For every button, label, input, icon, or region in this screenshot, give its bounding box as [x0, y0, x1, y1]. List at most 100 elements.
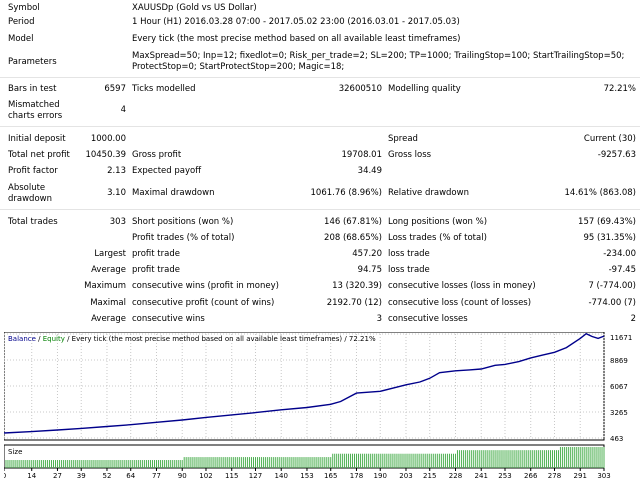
total-net-profit-label: Total net profit	[8, 150, 70, 160]
largest-profit-value: 457.20	[352, 249, 382, 259]
gross-loss-label: Gross loss	[388, 150, 432, 160]
loss-trades-label: Loss trades (% of total)	[388, 233, 487, 243]
relative-drawdown-value: 14.61% (863.08)	[564, 188, 637, 198]
average-loss-label: loss trade	[388, 265, 430, 275]
maximal-drawdown-label: Maximal drawdown	[132, 188, 215, 198]
largest-profit-label: profit trade	[132, 249, 180, 259]
y-tick-label: 3265	[610, 409, 628, 417]
parameters-label: Parameters	[8, 57, 57, 67]
separator	[0, 209, 640, 210]
largest-loss-label: loss trade	[388, 249, 430, 259]
expected-payoff-label: Expected payoff	[132, 166, 202, 176]
average-loss-value: -97.45	[608, 265, 636, 275]
max-consecutive-losses-label: consecutive losses (loss in money)	[388, 281, 536, 291]
x-tick-label: 165	[324, 472, 337, 480]
x-axis-ticks: 0 14 27 39 52 64 77 90 102 115 127 140 153 165 178 190 2…	[4, 468, 611, 480]
x-tick-label: 303	[597, 472, 610, 480]
legend-balance: Balance	[8, 335, 36, 343]
parameters-line-1: MaxSpread=50; Inp=12; fixedlot=0; Risk_p…	[132, 51, 625, 61]
long-positions-label: Long positions (won %)	[388, 217, 488, 227]
x-tick-label: 153	[300, 472, 313, 480]
chart-grid	[4, 333, 605, 439]
long-positions-value: 157 (69.43%)	[578, 217, 636, 227]
x-tick-label: 102	[199, 472, 212, 480]
symbol-label: Symbol	[8, 3, 40, 13]
maximal-consecutive-loss-label: consecutive loss (count of losses)	[388, 298, 532, 308]
gross-loss-value: -9257.63	[597, 150, 636, 160]
bars-in-test-value: 6597	[104, 84, 126, 94]
x-tick-label: 39	[77, 472, 86, 480]
average-consecutive-wins-value: 3	[376, 314, 382, 324]
maximum-label: Maximum	[84, 281, 126, 291]
bars-in-test-label: Bars in test	[8, 84, 57, 94]
balance-series-line	[4, 332, 605, 434]
legend-equity: Equity	[43, 335, 65, 343]
x-tick-label: 115	[225, 472, 238, 480]
average-profit-value: 94.75	[357, 265, 382, 275]
y-axis-ticks: 11671 8869 6067 3265 463	[610, 334, 632, 443]
average-profit-label: profit trade	[132, 265, 180, 275]
profit-factor-label: Profit factor	[8, 166, 58, 176]
largest-loss-value: -234.00	[603, 249, 636, 259]
modelling-quality-label: Modelling quality	[388, 84, 461, 94]
model-value: Every tick (the most precise method base…	[132, 34, 461, 44]
profit-factor-value: 2.13	[107, 166, 126, 176]
maximal-drawdown-value: 1061.76 (8.96%)	[310, 188, 383, 198]
max-consecutive-losses-value: 7 (-774.00)	[588, 281, 636, 291]
model-label: Model	[8, 34, 34, 44]
absolute-drawdown-value: 3.10	[107, 188, 126, 198]
separator	[0, 126, 640, 127]
x-tick-label: 52	[103, 472, 112, 480]
spread-value: Current (30)	[583, 134, 636, 144]
x-tick-label: 178	[350, 472, 363, 480]
absolute-drawdown-label-2: drawdown	[8, 194, 52, 204]
x-tick-label: 77	[152, 472, 161, 480]
short-positions-label: Short positions (won %)	[132, 217, 234, 227]
profit-trades-label: Profit trades (% of total)	[132, 233, 235, 243]
parameters-line-2: ProtectStop=0; StartProtectStop=200; Mag…	[132, 62, 345, 72]
modelling-quality-value: 72.21%	[603, 84, 636, 94]
mismatched-label-1: Mismatched	[8, 100, 60, 110]
x-tick-label: 266	[524, 472, 538, 480]
maximal-consecutive-profit-label: consecutive profit (count of wins)	[132, 298, 275, 308]
separator	[0, 77, 640, 78]
balance-chart: 11671 8869 6067 3265 463 0 14 27 39 52 64 77 90 102 1…	[4, 332, 632, 480]
x-tick-label: 0	[4, 472, 6, 480]
chart-legend: Balance / Equity / Every tick (the most …	[8, 335, 376, 343]
y-tick-label: 8869	[610, 357, 628, 365]
mismatched-value: 4	[120, 105, 126, 115]
x-tick-label: 190	[374, 472, 387, 480]
total-trades-label: Total trades	[8, 217, 58, 227]
initial-deposit-value: 1000.00	[90, 134, 126, 144]
x-tick-label: 241	[475, 472, 488, 480]
max-consecutive-wins-value: 13 (320.39)	[332, 281, 382, 291]
total-net-profit-value: 10450.39	[85, 150, 126, 160]
x-tick-label: 90	[178, 472, 187, 480]
expected-payoff-value: 34.49	[357, 166, 382, 176]
x-tick-label: 27	[53, 472, 62, 480]
legend-slash: /	[36, 335, 43, 343]
y-tick-label: 463	[610, 435, 623, 443]
x-tick-label: 215	[423, 472, 436, 480]
spread-label: Spread	[388, 134, 418, 144]
x-tick-label: 140	[275, 472, 288, 480]
gross-profit-value: 19708.01	[341, 150, 382, 160]
x-tick-label: 127	[249, 472, 262, 480]
profit-trades-value: 208 (68.65%)	[324, 233, 382, 243]
average-label: Average	[91, 265, 126, 275]
x-tick-label: 64	[126, 472, 135, 480]
x-tick-label: 291	[574, 472, 587, 480]
initial-deposit-label: Initial deposit	[8, 134, 66, 144]
size-chart-frame	[4, 444, 605, 469]
gross-profit-label: Gross profit	[132, 150, 182, 160]
max-consecutive-wins-label: consecutive wins (profit in money)	[132, 281, 279, 291]
mismatched-label-2: charts errors	[8, 111, 63, 121]
loss-trades-value: 95 (31.35%)	[583, 233, 636, 243]
average-consecutive-losses-value: 2	[630, 314, 636, 324]
size-bars	[5, 447, 605, 468]
size-chart-label: Size	[8, 448, 22, 456]
largest-label: Largest	[94, 249, 126, 259]
average-consecutive-losses-label: consecutive losses	[388, 314, 468, 324]
x-tick-label: 228	[449, 472, 462, 480]
maximal-consecutive-loss-value: -774.00 (7)	[588, 298, 636, 308]
